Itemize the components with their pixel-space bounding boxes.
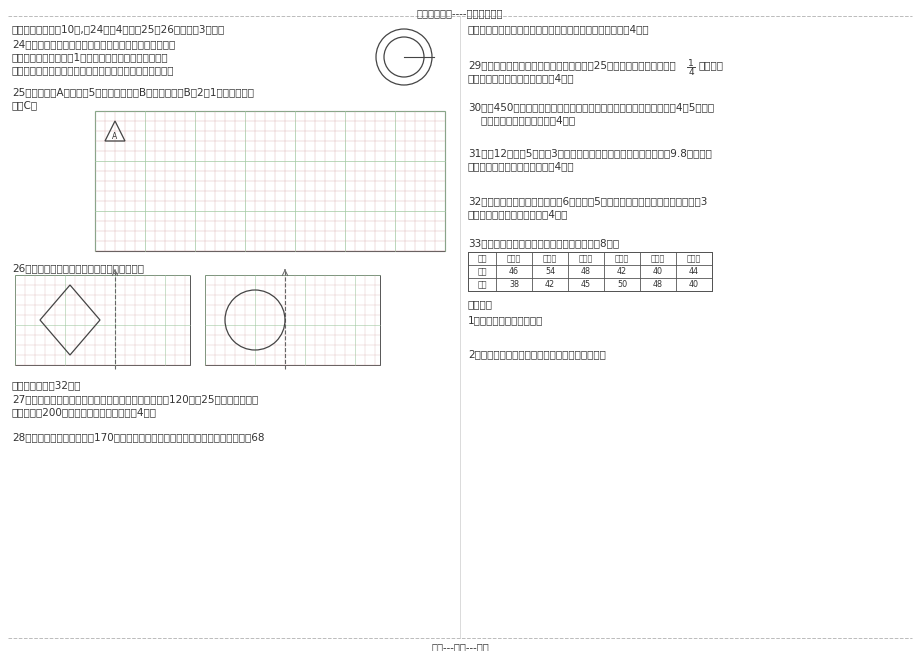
Text: 24、右图是一个圆形花坛的平面图，现在设计师要在圆形: 24、右图是一个圆形花坛的平面图，现在设计师要在圆形 (12, 39, 175, 49)
Text: 组有多少人？（列方程解答）（4分）: 组有多少人？（列方程解答）（4分） (468, 73, 574, 83)
Text: 每小时生产200套，实际多少小时完成？（4分）: 每小时生产200套，实际多少小时完成？（4分） (12, 407, 157, 417)
Text: 4: 4 (687, 68, 693, 77)
Bar (205, 275, 380, 365)
Bar (468, 252, 711, 291)
Text: 45: 45 (580, 280, 590, 289)
Text: A: A (112, 132, 118, 141)
Text: 六年级: 六年级 (686, 254, 700, 263)
Text: 男生: 男生 (477, 267, 486, 276)
Text: 千米，照这样计算，几小时可以到达乙地？（用比例解）（4分）: 千米，照这样计算，几小时可以到达乙地？（用比例解）（4分） (468, 24, 649, 34)
Text: 38: 38 (508, 280, 518, 289)
Text: 50: 50 (617, 280, 627, 289)
Text: 54: 54 (544, 267, 554, 276)
Text: 年级: 年级 (477, 254, 486, 263)
Bar (95, 111, 445, 251)
Text: 四年级: 四年级 (614, 254, 629, 263)
Text: 31、长12米，宽5米，高3米的教室，抹上石灰，扣除门窗黑板面积9.8平方米，: 31、长12米，宽5米，高3米的教室，抹上石灰，扣除门窗黑板面积9.8平方米， (468, 148, 711, 158)
Text: 46: 46 (508, 267, 518, 276)
Text: 五年级: 五年级 (650, 254, 664, 263)
Text: 抹石灰的面积有多少平方米？（4分）: 抹石灰的面积有多少平方米？（4分） (468, 161, 574, 171)
Text: 29、某小学开展第二课堂活动，美术小组有25人，比航模小组的人数多: 29、某小学开展第二课堂活动，美术小组有25人，比航模小组的人数多 (468, 60, 675, 70)
Text: 二年级: 二年级 (542, 254, 557, 263)
Text: 精选优质文档----倾情为你奉上: 精选优质文档----倾情为你奉上 (416, 8, 503, 18)
Text: 33、实验小学各年级男、女学生人数如下：（8分）: 33、实验小学各年级男、女学生人数如下：（8分） (468, 238, 618, 248)
Text: 花坛的周围修一条宽是1厘米的环形小路，请你帮他画出: 花坛的周围修一条宽是1厘米的环形小路，请你帮他画出 (12, 52, 168, 62)
Text: 27、小太阳服装厂生产一批儿童服装，计划每小时生产120套，25小时完成。实际: 27、小太阳服装厂生产一批儿童服装，计划每小时生产120套，25小时完成。实际 (12, 394, 258, 404)
Text: 40: 40 (688, 280, 698, 289)
Text: 42: 42 (617, 267, 627, 276)
Text: 44: 44 (688, 267, 698, 276)
Text: 一年级: 一年级 (506, 254, 520, 263)
Text: 28、甲乙两地之间的公路长170千米。一辆汽车从甲地开往乙地，头两小时行驶了68: 28、甲乙两地之间的公路长170千米。一辆汽车从甲地开往乙地，头两小时行驶了68 (12, 432, 265, 442)
Text: 这条小路，并用阴影表示出来，并计算出环形小路的面积。: 这条小路，并用阴影表示出来，并计算出环形小路的面积。 (12, 65, 175, 75)
Text: 25、把三角形A向右平移5格，得到三角形B，再将三角形B按2：1扩大，得到三: 25、把三角形A向右平移5格，得到三角形B，再将三角形B按2：1扩大，得到三 (12, 87, 254, 97)
Text: 五、动手操作。（10分,第24小题4分，第25、26小题分别3分。）: 五、动手操作。（10分,第24小题4分，第25、26小题分别3分。） (12, 24, 225, 34)
Text: 26、根据对称轴画出给定图形的轴对称图形。: 26、根据对称轴画出给定图形的轴对称图形。 (12, 263, 144, 273)
Text: 2、六年级学生人数占全校学生人数的百分之几？: 2、六年级学生人数占全校学生人数的百分之几？ (468, 349, 606, 359)
Text: 42: 42 (544, 280, 554, 289)
Text: 30、把450棵树苗分给一中队、二中队，使两个中队分得的树苗的比是4：5，每个: 30、把450棵树苗分给一中队、二中队，使两个中队分得的树苗的比是4：5，每个 (468, 102, 713, 112)
Text: 48: 48 (581, 267, 590, 276)
Text: 千克，这个钢锭重几千克？（4分）: 千克，这个钢锭重几千克？（4分） (468, 209, 568, 219)
Text: 专心---专注---专业: 专心---专注---专业 (431, 642, 488, 651)
Text: ，航模小: ，航模小 (698, 60, 723, 70)
Text: 中队各分到树苗多少棵？（4分）: 中队各分到树苗多少棵？（4分） (468, 115, 574, 125)
Text: 答问题：: 答问题： (468, 299, 493, 309)
Bar (15, 275, 190, 365)
Text: 48: 48 (652, 280, 663, 289)
Text: 女生: 女生 (477, 280, 486, 289)
Text: 1、全校学生共有多少人？: 1、全校学生共有多少人？ (468, 315, 543, 325)
Text: 32、一个圆锥形钢锭，底面直径6分米，高5分米，体积多少？如果每立方分米重3: 32、一个圆锥形钢锭，底面直径6分米，高5分米，体积多少？如果每立方分米重3 (468, 196, 707, 206)
Text: 1: 1 (687, 59, 693, 68)
Text: 三年级: 三年级 (578, 254, 593, 263)
Text: 六、应用题。（32分）: 六、应用题。（32分） (12, 380, 82, 390)
Text: 角形C。: 角形C。 (12, 100, 38, 110)
Text: 40: 40 (652, 267, 663, 276)
